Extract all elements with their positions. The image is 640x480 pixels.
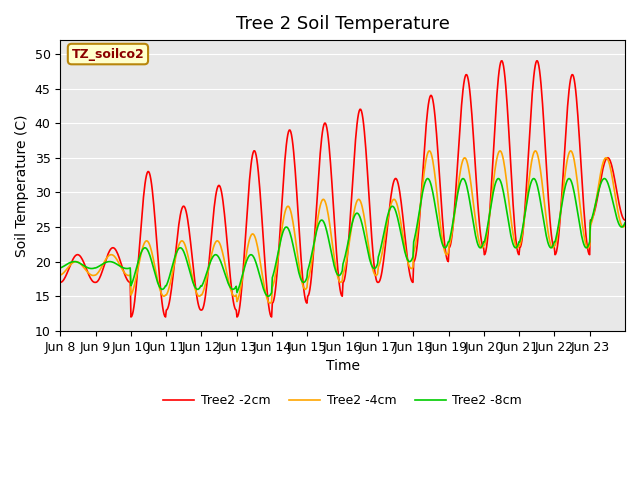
Text: TZ_soilco2: TZ_soilco2 xyxy=(72,48,145,60)
X-axis label: Time: Time xyxy=(326,359,360,373)
Tree2 -4cm xyxy=(255,248,262,254)
Tree2 -2cm xyxy=(621,217,629,223)
Tree2 -8cm xyxy=(265,293,273,299)
Tree2 -4cm xyxy=(123,272,131,277)
Tree2 -2cm xyxy=(127,314,135,320)
Tree2 -8cm xyxy=(434,220,442,226)
Line: Tree2 -8cm: Tree2 -8cm xyxy=(60,179,625,296)
Tree2 -2cm xyxy=(255,177,263,183)
Tree2 -8cm xyxy=(56,265,64,271)
Tree2 -8cm xyxy=(402,252,410,257)
Tree2 -4cm xyxy=(426,148,433,154)
Tree2 -2cm xyxy=(497,58,505,64)
Tree2 -2cm xyxy=(402,240,410,245)
Tree2 -8cm xyxy=(276,239,284,244)
Tree2 -8cm xyxy=(621,220,629,226)
Tree2 -2cm xyxy=(123,276,131,282)
Tree2 -4cm xyxy=(402,249,410,254)
Tree2 -2cm xyxy=(276,222,284,228)
Tree2 -8cm xyxy=(424,176,431,181)
Tree2 -4cm xyxy=(227,286,234,291)
Line: Tree2 -4cm: Tree2 -4cm xyxy=(60,151,625,303)
Y-axis label: Soil Temperature (C): Soil Temperature (C) xyxy=(15,114,29,257)
Tree2 -2cm xyxy=(227,282,235,288)
Line: Tree2 -2cm: Tree2 -2cm xyxy=(60,61,625,317)
Tree2 -8cm xyxy=(123,265,131,271)
Tree2 -2cm xyxy=(433,141,441,146)
Tree2 -4cm xyxy=(621,223,629,228)
Legend: Tree2 -2cm, Tree2 -4cm, Tree2 -8cm: Tree2 -2cm, Tree2 -4cm, Tree2 -8cm xyxy=(158,389,527,412)
Tree2 -8cm xyxy=(227,285,234,290)
Tree2 -4cm xyxy=(434,200,442,205)
Tree2 -4cm xyxy=(266,300,274,306)
Tree2 -8cm xyxy=(255,268,262,274)
Tree2 -4cm xyxy=(276,237,284,242)
Title: Tree 2 Soil Temperature: Tree 2 Soil Temperature xyxy=(236,15,449,33)
Tree2 -4cm xyxy=(56,272,64,278)
Tree2 -2cm xyxy=(56,279,64,285)
